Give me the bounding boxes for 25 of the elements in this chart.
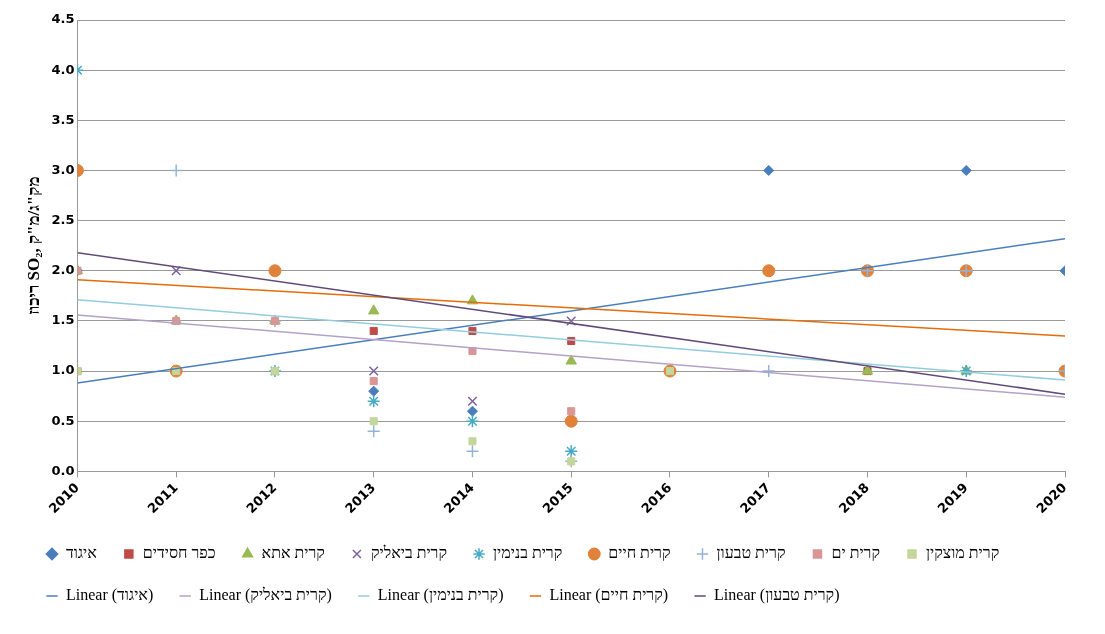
y-tick-label: 1.5 bbox=[51, 312, 75, 328]
y-axis-title: ריכוז SO₂, מק"ג/מ"ק bbox=[23, 176, 43, 315]
legend-label: קרית טבעון bbox=[716, 544, 786, 562]
legend-label: Linear (קרית בנימין) bbox=[377, 586, 504, 605]
y-tick-label: 0.5 bbox=[51, 412, 75, 428]
y-tick-label: 0.0 bbox=[51, 462, 75, 478]
legend-label: קרית חיים bbox=[608, 544, 671, 562]
legend-label: קרית מוצקין bbox=[926, 544, 1000, 562]
y-tick-label: 4.5 bbox=[51, 11, 75, 27]
legend-label: קרית ביאליק bbox=[370, 544, 448, 562]
y-tick-label: 2.0 bbox=[51, 262, 75, 278]
legend-label: Linear (איגוד) bbox=[66, 586, 154, 605]
legend-label: קרית בנימין bbox=[493, 544, 563, 562]
y-tick-label: 2.5 bbox=[51, 211, 75, 227]
legend-label: קרית ים bbox=[831, 544, 881, 562]
legend-label: Linear (קרית חיים) bbox=[549, 586, 669, 605]
y-tick-label: 1.0 bbox=[51, 362, 75, 378]
y-tick-label: 4.0 bbox=[51, 61, 75, 77]
y-tick-label: 3.5 bbox=[51, 111, 75, 127]
legend-label: איגוד bbox=[66, 544, 98, 562]
legend-label: קרית אתא bbox=[261, 544, 325, 562]
legend-label: Linear (קרית טבעון) bbox=[714, 586, 840, 605]
y-tick-label: 3.0 bbox=[51, 161, 75, 177]
legend-label: כפר חסידים bbox=[142, 544, 216, 562]
legend-label: Linear (קרית ביאליק) bbox=[199, 586, 332, 605]
